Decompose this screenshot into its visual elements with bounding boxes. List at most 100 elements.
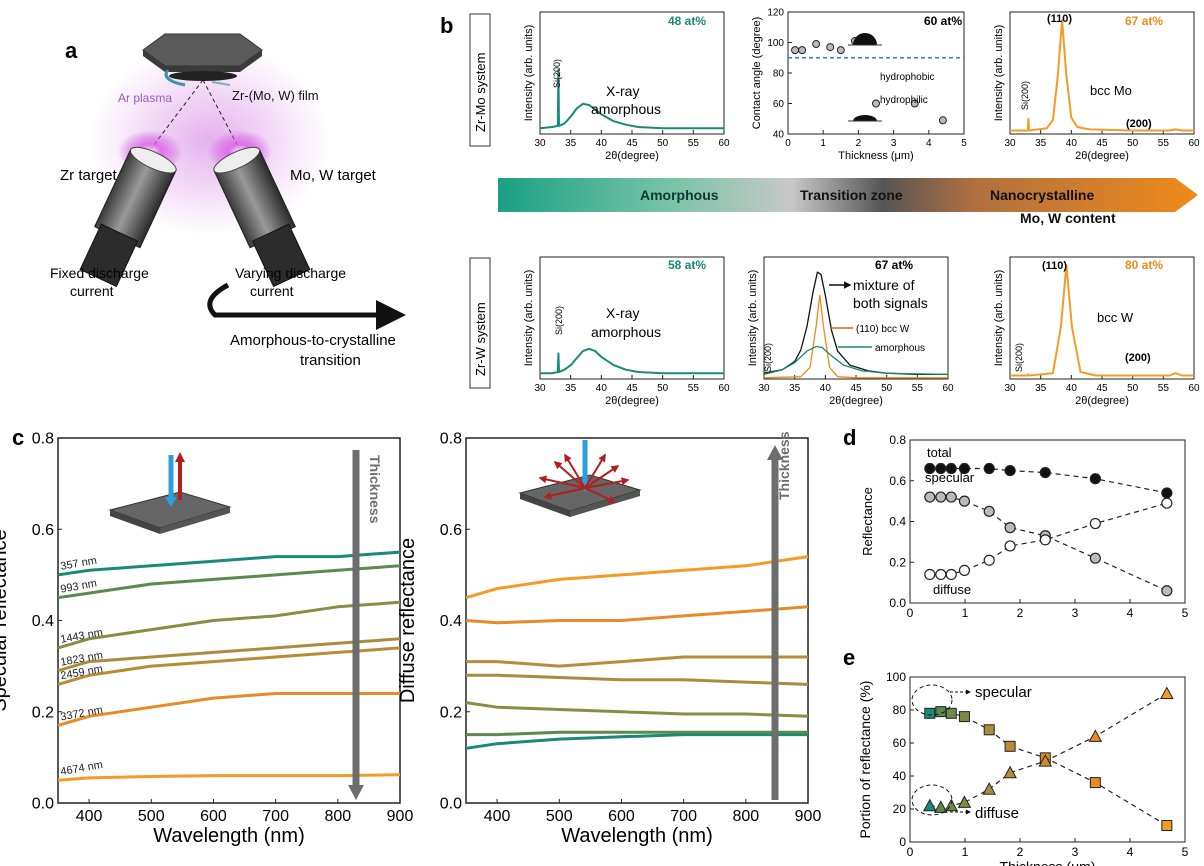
specular-inset-icon [108, 452, 232, 534]
reflectance-series-line [466, 673, 809, 686]
specular-label: specular [925, 470, 975, 485]
x-tick-label: 4 [1127, 606, 1134, 620]
y-tick-label: 0.6 [889, 474, 906, 488]
p6-200: (200) [1125, 352, 1151, 364]
zr-target-label: Zr target [60, 167, 118, 184]
rotation-arrow-icon [164, 69, 186, 87]
x-tick-label: 400 [76, 808, 103, 825]
y-axis-label: Intensity (arb. units) [993, 25, 1005, 122]
trend-line [929, 692, 1168, 808]
p5-si: Si(200) [763, 343, 773, 372]
total-point [1161, 487, 1173, 499]
reflectance-series-line [465, 733, 808, 750]
specular-portion-point [1161, 820, 1173, 831]
diffuse-point [935, 568, 947, 581]
transition-arrow-icon [207, 282, 406, 330]
total-point [945, 462, 957, 475]
total-point [924, 462, 936, 475]
diffuse-point [1039, 534, 1051, 546]
diffuse-label: diffuse [975, 805, 1019, 822]
x-axis-label: 2θ(degree) [829, 395, 883, 407]
composition-band [498, 178, 1198, 212]
x-axis-label: 2θ(degree) [605, 395, 659, 407]
x-tick-label: 55 [688, 383, 700, 394]
contact-angle-point [910, 99, 919, 108]
x-tick-label: 40 [1066, 383, 1078, 394]
contact-angle-point [791, 46, 800, 55]
specular-portion-point [1089, 777, 1101, 789]
y-axis-label: Portion of reflectance (%) [857, 681, 873, 839]
diffuse-point [924, 568, 936, 581]
p5-bccw: (110) bcc W [856, 324, 910, 335]
xrd-zrw-67: 30 35 40 45 50 55 60 2θ(degree) Intensity (arb. … [747, 256, 954, 407]
y-axis-label: Diffuse reflectance [397, 538, 419, 703]
specular-point [1089, 552, 1101, 564]
droplet-low-icon [853, 115, 877, 121]
diffuse-portion-point [1003, 765, 1017, 779]
x-tick-label: 4 [926, 138, 932, 149]
p4-si: Si(200) [554, 306, 564, 335]
plot-frame [763, 256, 949, 380]
x-tick-label: 60 [942, 383, 954, 394]
panel-c: c 400 500 600 700 800 900 0.0 0.2 0.4 0.6 0.8 Wavel… [0, 425, 821, 847]
x-tick-label: 50 [657, 383, 669, 394]
reflectance-series-line [57, 600, 401, 650]
y-axis-label: Intensity (arb. units) [523, 25, 535, 122]
x-tick-label: 0 [907, 606, 914, 620]
x-axis-label: Wavelength (nm) [561, 825, 713, 847]
x-tick-label: 45 [1096, 383, 1108, 394]
y-tick-label: 60 [893, 736, 907, 750]
x-tick-label: 1 [820, 138, 826, 149]
specular-portion-point [924, 707, 936, 719]
y-tick-label: 0.4 [440, 613, 462, 630]
x-tick-label: 35 [565, 383, 577, 394]
x-tick-label: 35 [1035, 383, 1047, 394]
x-tick-label: 700 [262, 808, 289, 825]
x-tick-label: 45 [1096, 138, 1108, 149]
xrd-zrmo-48: 30 35 40 45 50 55 60 2θ(degree) Intensity (arb. … [523, 11, 730, 162]
transition-label-1: Amorphous-to-crystalline [230, 332, 396, 349]
x-axis-label: 2θ(degree) [1075, 150, 1129, 162]
x-tick-label: 45 [850, 383, 862, 394]
p3-desc: bcc Mo [1090, 83, 1132, 98]
ca-hydrophobic: hydrophobic [880, 72, 934, 83]
y-tick-label: 100 [886, 670, 906, 684]
fixed-current-label-1: Fixed discharge [50, 265, 149, 281]
x-tick-label: 2 [1017, 845, 1024, 859]
x-tick-label: 40 [820, 383, 832, 394]
x-tick-label: 3 [1072, 606, 1079, 620]
p5-mix1: mixture of [853, 277, 915, 293]
fixed-current-label-2: current [70, 283, 114, 299]
y-tick-label: 0.8 [32, 431, 54, 448]
p3-at: 67 at% [1125, 14, 1163, 28]
x-tick-label: 900 [795, 808, 822, 825]
zrw-label: Zr-W system [473, 302, 488, 376]
x-tick-label: 5 [961, 138, 967, 149]
x-tick-label: 60 [718, 138, 730, 149]
specular-point [924, 491, 936, 503]
y-tick-label: 0.2 [32, 704, 54, 721]
zrmo-label: Zr-Mo system [473, 53, 488, 132]
reflectance-series-line [57, 692, 400, 727]
y-tick-label: 0.4 [32, 613, 54, 630]
y-tick-label: 40 [773, 130, 785, 141]
y-axis-label: Intensity (arb. units) [993, 270, 1005, 367]
reflectance-series-line [57, 646, 401, 686]
y-tick-label: 0.0 [32, 796, 54, 813]
x-tick-label: 0 [907, 845, 914, 859]
x-tick-label: 30 [534, 138, 546, 149]
y-tick-label: 0.4 [889, 515, 906, 529]
p3-si: Si(200) [1020, 81, 1030, 110]
y-tick-label: 100 [767, 38, 784, 49]
specular-point [945, 491, 957, 503]
x-tick-label: 30 [1004, 383, 1016, 394]
panel-d-letter: d [843, 425, 856, 450]
reflectance-series-line [57, 550, 401, 577]
p1-at: 48 at% [668, 14, 706, 28]
thickness-label: Thickness [367, 455, 383, 524]
zr-target [79, 146, 177, 288]
x-tick-label: 35 [1035, 138, 1047, 149]
y-axis-label: Contact angle (degree) [751, 17, 763, 130]
x-tick-label: 40 [596, 383, 608, 394]
